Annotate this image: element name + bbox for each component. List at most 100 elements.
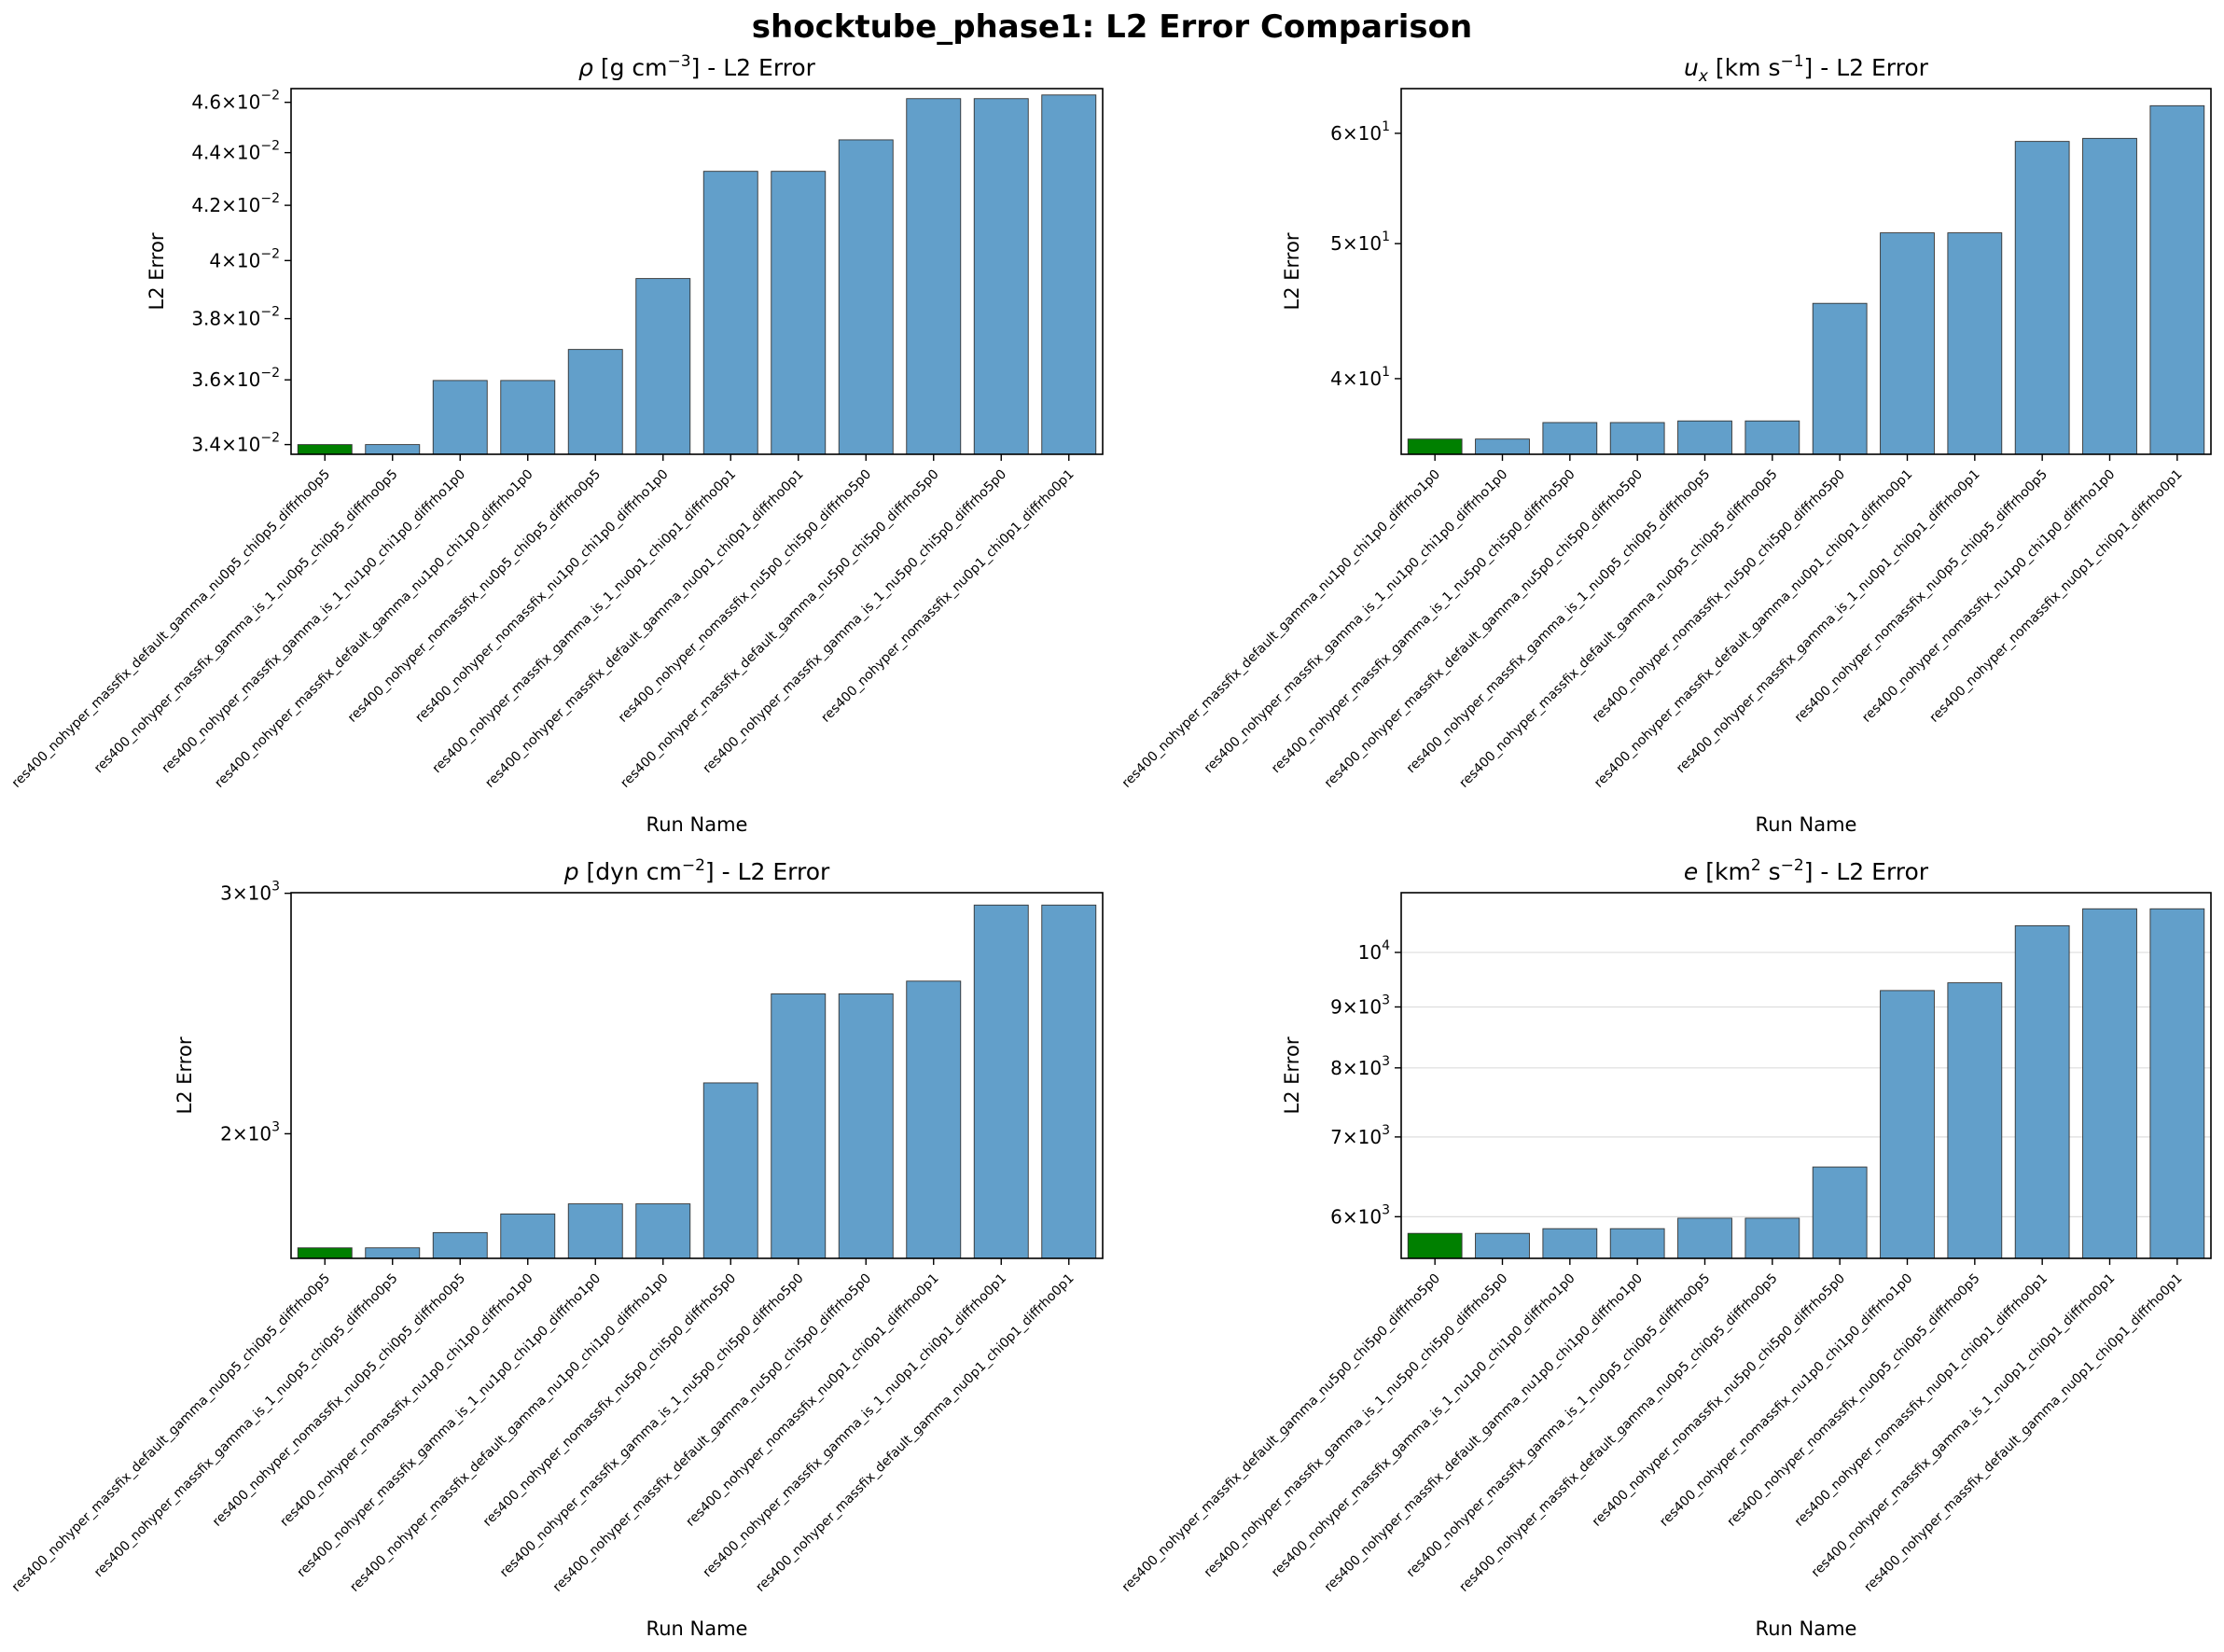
x-tick-label: res400_nohyper_massfix_gamma_is_1_nu1p0_… [159,467,468,777]
x-tick-label: res400_nohyper_massfix_gamma_is_1_nu0p5_… [1404,467,1714,777]
x-tick-label: res400_nohyper_nomassfix_nu0p1_chi0p1_di… [818,467,1077,726]
x-tick-label: res400_nohyper_massfix_default_gamma_nu0… [9,1271,333,1595]
bar [567,1203,623,1259]
y-tick-label: 3.6×10−2 [191,366,280,391]
bar [1744,1217,1800,1259]
bar [365,444,421,455]
y-tick-label: 4.6×10−2 [191,89,280,114]
bar [1609,422,1665,455]
subplot-4: 6×103 7×103 8×103 9×103 104 res400_nohyper_ma… [1119,856,2212,1640]
x-axis-label: Run Name [646,813,748,836]
bar [2082,137,2137,455]
axes-frame [1400,88,2212,455]
bar [1812,1166,1868,1259]
bar [432,380,488,455]
bar-best [297,444,353,455]
subplot-title: e [km2 s−2] - L2 Error [1684,856,1929,885]
y-tick-label: 4×101 [1330,365,1390,390]
bar [906,98,962,455]
x-tick-label: res400_nohyper_nomassfix_nu0p5_chi0p5_di… [345,467,604,726]
bar [635,1203,691,1259]
x-tick-label: res400_nohyper_massfix_default_gamma_nu0… [1456,1271,1780,1595]
bar [1812,302,1868,455]
subplot-title: ρ [g cm−3] - L2 Error [578,52,816,81]
x-tick-label: res400_nohyper_nomassfix_nu0p5_chi0p5_di… [210,1271,468,1530]
x-tick-label: res400_nohyper_massfix_gamma_is_1_nu5p0_… [1202,1271,1511,1581]
x-tick-label: res400_nohyper_massfix_gamma_is_1_nu1p0_… [1269,1271,1578,1581]
bar [567,349,623,455]
bar [1677,1217,1732,1259]
bar-best [1407,438,1463,455]
x-axis-label: Run Name [1756,813,1857,836]
x-tick-label: res400_nohyper_nomassfix_nu0p5_chi0p5_di… [1792,467,2050,726]
bar [635,278,691,455]
x-tick-label: res400_nohyper_nomassfix_nu5p0_chi5p0_di… [480,1271,739,1530]
bar [500,380,556,455]
bar [2149,908,2205,1259]
x-tick-label: res400_nohyper_massfix_default_gamma_nu1… [347,1271,671,1595]
y-tick-label: 6×103 [1330,1202,1390,1228]
x-tick-label: res400_nohyper_massfix_gamma_is_1_nu1p0_… [294,1271,604,1581]
x-tick-label: res400_nohyper_nomassfix_nu1p0_chi1p0_di… [277,1271,535,1530]
bar [2149,104,2205,455]
bar [1475,438,1530,455]
x-tick-label: res400_nohyper_massfix_default_gamma_nu5… [550,1271,874,1595]
x-axis-label: Run Name [1756,1617,1857,1640]
x-tick-label: res400_nohyper_massfix_default_gamma_nu1… [212,467,535,791]
x-tick-label: res400_nohyper_massfix_gamma_is_1_nu5p0_… [1269,467,1578,777]
bar [1041,904,1097,1259]
y-axis-label: L2 Error [1281,232,1303,310]
bar [1880,232,1935,455]
axes-frame [290,88,1104,455]
x-tick-label: res400_nohyper_nomassfix_nu1p0_chi1p0_di… [412,467,671,726]
bar [973,98,1029,455]
x-tick-label: res400_nohyper_massfix_default_gamma_nu1… [1119,467,1443,791]
y-tick-label: 3.4×10−2 [191,431,280,456]
y-tick-label: 6×101 [1330,119,1390,145]
x-tick-label: res400_nohyper_nomassfix_nu5p0_chi5p0_di… [1590,1271,1848,1530]
y-tick-label: 4.4×10−2 [191,139,280,164]
bar [365,1247,421,1259]
x-tick-label: res400_nohyper_nomassfix_nu1p0_chi1p0_di… [1657,1271,1915,1530]
x-tick-label: res400_nohyper_massfix_gamma_is_1_nu0p5_… [91,467,401,777]
bar [1947,982,2003,1259]
bar [771,171,827,455]
bar [702,1082,758,1259]
subplot-2: 4×101 5×101 6×101 res400_nohyper_massfix_de… [1119,52,2212,836]
axes-frame [290,892,1104,1259]
subplot-title: p [dyn cm−2] - L2 Error [563,856,830,885]
bar [1947,232,2003,455]
bar [2082,908,2137,1259]
x-tick-label: res400_nohyper_massfix_gamma_is_1_nu0p1_… [1809,1271,2119,1581]
bar [1609,1228,1665,1259]
y-axis-label: L2 Error [146,232,168,310]
bar [1542,1228,1598,1259]
x-tick-label: res400_nohyper_nomassfix_nu0p1_chi0p1_di… [1926,467,2185,726]
x-tick-label: res400_nohyper_nomassfix_nu0p1_chi0p1_di… [683,1271,941,1530]
x-tick-label: res400_nohyper_massfix_gamma_is_1_nu1p0_… [1202,467,1511,777]
y-tick-label: 3.8×10−2 [191,305,280,330]
x-tick-label: res400_nohyper_massfix_default_gamma_nu0… [753,1271,1077,1595]
subplot-grid: 3.4×10−2 3.6×10−2 3.8×10−2 4×10−2 4.2×10−2 4.… [9,52,2212,1640]
x-tick-label: res400_nohyper_massfix_gamma_is_1_nu0p5_… [91,1271,401,1581]
x-tick-label: res400_nohyper_massfix_default_gamma_nu0… [1861,1271,2185,1595]
bar-best [297,1247,353,1259]
x-tick-label: res400_nohyper_nomassfix_nu1p0_chi1p0_di… [1859,467,2118,726]
x-tick-label: res400_nohyper_massfix_default_gamma_nu0… [1592,467,1915,791]
x-tick-label: res400_nohyper_massfix_gamma_is_1_nu0p1_… [1674,467,1983,777]
bar [1475,1232,1530,1259]
axes-frame [1400,892,2212,1259]
y-tick-label: 4×10−2 [209,246,280,271]
bar [838,139,894,455]
x-tick-label: res400_nohyper_massfix_default_gamma_nu5… [618,467,941,791]
bar [702,171,758,455]
bar [1041,94,1097,455]
bar [838,993,894,1259]
x-tick-label: res400_nohyper_massfix_default_gamma_nu5… [1322,467,1646,791]
bar [1880,990,1935,1259]
x-tick-label: res400_nohyper_massfix_gamma_is_1_nu0p5_… [1404,1271,1714,1581]
y-tick-label: 104 [1358,938,1390,964]
bar [500,1213,556,1259]
x-tick-label: res400_nohyper_nomassfix_nu5p0_chi5p0_di… [616,467,874,726]
